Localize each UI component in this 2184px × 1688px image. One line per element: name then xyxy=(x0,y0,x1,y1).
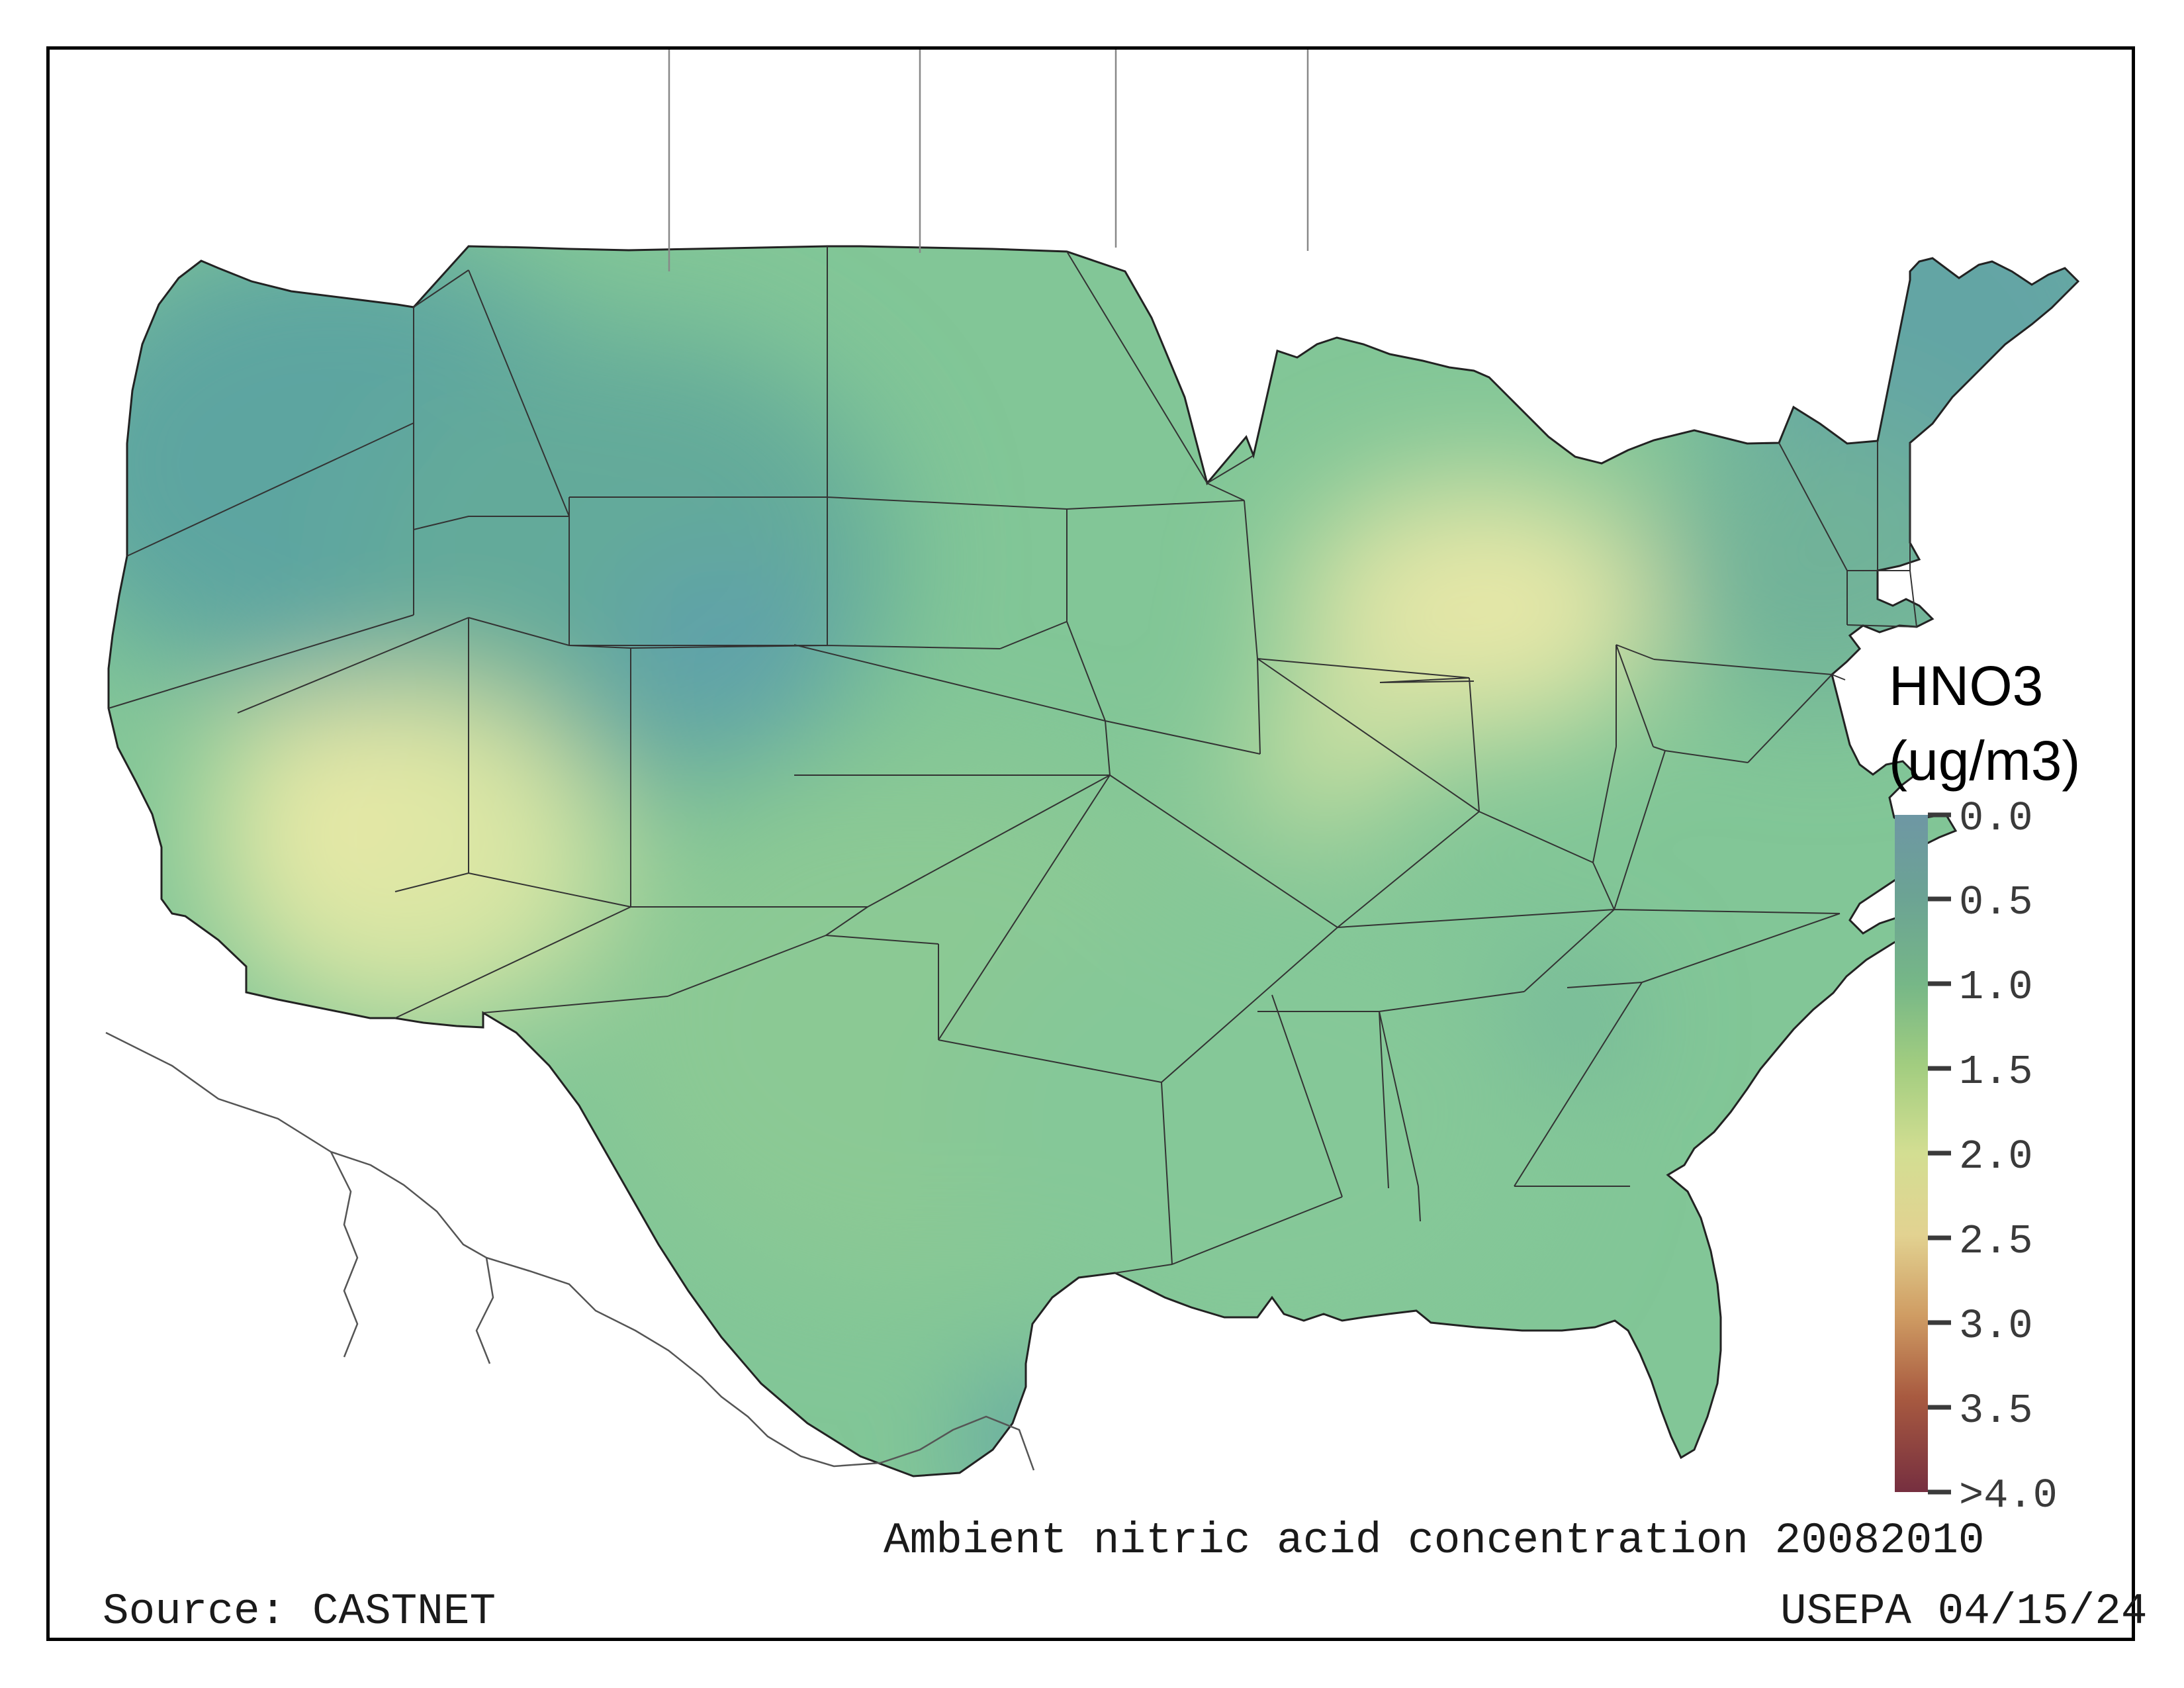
svg-text:(ug/m3): (ug/m3) xyxy=(1889,729,2080,792)
svg-text:Source: CASTNET: Source: CASTNET xyxy=(103,1587,496,1636)
svg-text:3.5: 3.5 xyxy=(1959,1387,2033,1434)
svg-text:0.5: 0.5 xyxy=(1959,879,2033,926)
svg-text:2.5: 2.5 xyxy=(1959,1218,2033,1265)
svg-text:HNO3: HNO3 xyxy=(1889,655,2043,717)
svg-text:>4.0: >4.0 xyxy=(1959,1472,2058,1519)
svg-text:2.0: 2.0 xyxy=(1959,1133,2033,1180)
svg-text:1.5: 1.5 xyxy=(1959,1049,2033,1096)
svg-text:3.0: 3.0 xyxy=(1959,1303,2033,1350)
svg-text:USEPA 04/15/24: USEPA 04/15/24 xyxy=(1780,1587,2148,1636)
svg-text:Ambient nitric acid concentrat: Ambient nitric acid concentration 200820… xyxy=(884,1516,1984,1566)
svg-text:0.0: 0.0 xyxy=(1959,795,2033,842)
svg-text:1.0: 1.0 xyxy=(1959,964,2033,1011)
